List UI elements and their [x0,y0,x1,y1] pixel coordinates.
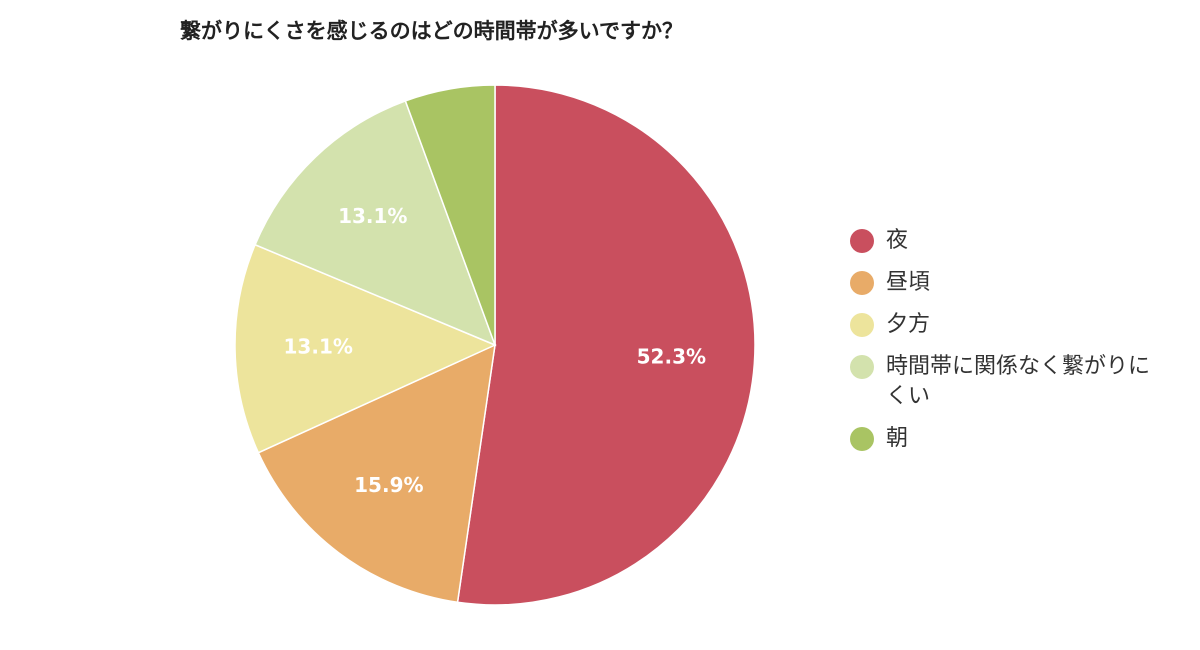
legend-item: 昼頃 [850,268,1156,298]
pie-slice [234,243,497,454]
legend-item: 時間帯に関係なく繋がりにくい [850,352,1156,412]
pie-slice [456,84,756,606]
legend-label: 夕方 [886,312,931,337]
legend: 夜昼頃夕方時間帯に関係なく繋がりにくい朝 [850,226,1156,466]
legend-label: 朝 [886,426,909,451]
legend-label: 時間帯に関係なく繋がりにくい [886,354,1151,409]
legend-item: 夜 [850,226,1156,256]
chart-title: 繋がりにくさを感じるのはどの時間帯が多いですか？ [180,19,683,43]
legend-marker [850,271,874,295]
legend-marker [850,427,874,451]
pie-slice [254,99,497,347]
legend-item: 朝 [850,424,1156,454]
slice-label: 13.1% [284,334,353,358]
slice-label: 52.3% [637,344,706,368]
legend-marker [850,313,874,337]
pie-slice [404,84,496,346]
legend-marker [850,355,874,379]
legend-label: 夜 [886,228,909,253]
legend-label: 昼頃 [886,270,931,295]
pie-slice [257,343,496,604]
slice-label: 15.9% [354,473,423,497]
slice-label: 13.1% [338,204,407,228]
legend-item: 夕方 [850,310,1156,340]
legend-marker [850,229,874,253]
